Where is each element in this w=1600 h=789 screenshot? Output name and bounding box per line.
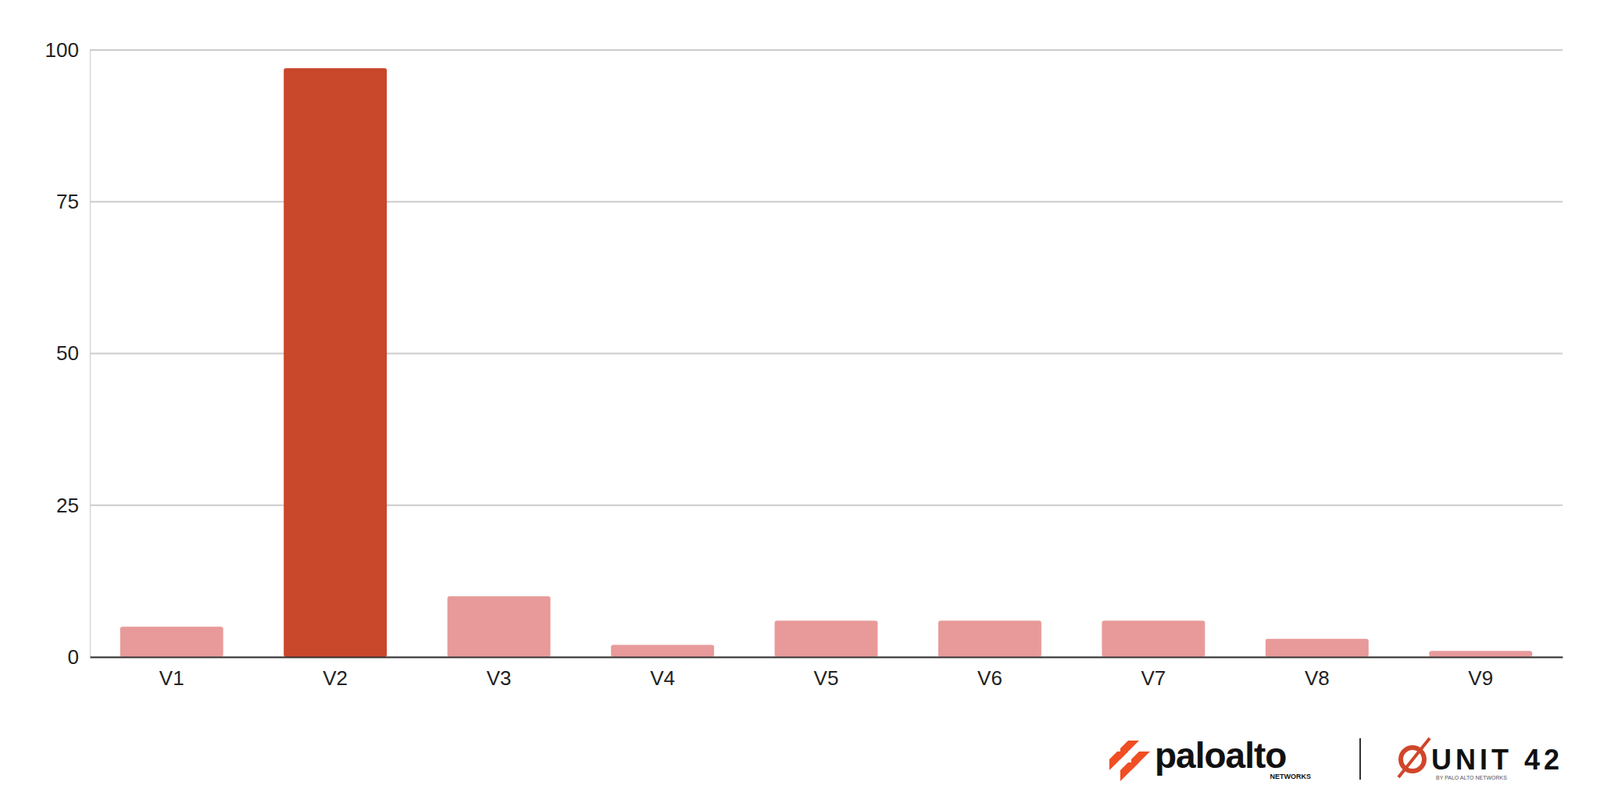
x-axis: V1 V2 V3 V4 V5 V6 V7 V8 V9 <box>90 657 1564 690</box>
plot: 0 25 50 75 100 V1 V2 V3 V4 V5 V6 V7 V8 V9 <box>45 38 1564 691</box>
bar <box>283 67 387 658</box>
y-tick: 50 <box>56 341 90 365</box>
y-tick: 75 <box>56 189 90 214</box>
bars <box>120 67 1533 658</box>
networks-text: NETWORKS <box>1270 772 1312 781</box>
x-tick-label: V9 <box>1467 666 1493 690</box>
y-tick-label: 100 <box>45 38 79 62</box>
bar <box>610 644 715 658</box>
y-tick: 0 <box>67 645 90 669</box>
grid <box>89 50 1563 658</box>
unit42-byline: BY PALO ALTO NETWORKS <box>1435 775 1508 781</box>
x-tick: V1 <box>159 657 185 690</box>
bar <box>1101 620 1205 658</box>
x-tick-label: V5 <box>814 666 840 690</box>
bar <box>120 626 224 658</box>
bar <box>1265 639 1369 658</box>
icon-shape <box>1131 751 1150 771</box>
y-tick: 25 <box>56 493 90 518</box>
x-tick: V7 <box>1140 657 1166 690</box>
y-tick-label: 25 <box>56 493 79 518</box>
bar <box>1428 650 1533 658</box>
bar <box>775 620 879 658</box>
y-axis: 0 25 50 75 100 <box>45 38 91 669</box>
y-tick: 100 <box>45 38 90 62</box>
bar <box>447 596 551 658</box>
x-tick-label: V7 <box>1140 666 1166 690</box>
unit42-logo-text: UNIT 42 <box>1431 743 1564 776</box>
bar <box>938 620 1042 658</box>
paloalto-icon <box>1109 740 1150 782</box>
x-tick: V9 <box>1467 657 1493 690</box>
x-tick: V5 <box>814 657 840 690</box>
y-tick-label: 0 <box>67 645 79 669</box>
x-tick: V3 <box>486 657 512 690</box>
logos: paloaltoNETWORKS UNIT 42BY PALO ALTO NETW… <box>1109 735 1564 782</box>
unit42-icon-slash <box>1398 738 1430 778</box>
y-axis-line <box>89 50 91 658</box>
paloalto-logo-text: paloalto <box>1154 735 1286 776</box>
y-tick-label: 50 <box>56 341 79 365</box>
x-tick-label: V8 <box>1304 666 1330 690</box>
x-axis-line <box>90 657 1564 659</box>
chart: 0 25 50 75 100 V1 V2 V3 V4 V5 V6 V7 V8 V9 paloaltoNETW… <box>0 0 1600 789</box>
grid-line <box>89 49 1563 51</box>
x-tick: V8 <box>1304 657 1330 690</box>
logo-separator <box>1359 738 1361 780</box>
x-tick: V2 <box>322 657 348 690</box>
x-tick-label: V6 <box>977 666 1003 690</box>
x-tick-label: V3 <box>486 666 512 690</box>
x-tick-label: V4 <box>650 666 675 690</box>
y-tick-label: 75 <box>56 189 79 214</box>
x-tick-label: V1 <box>159 666 185 690</box>
x-tick: V4 <box>650 657 675 690</box>
x-tick-label: V2 <box>322 666 348 690</box>
x-tick: V6 <box>977 657 1003 690</box>
